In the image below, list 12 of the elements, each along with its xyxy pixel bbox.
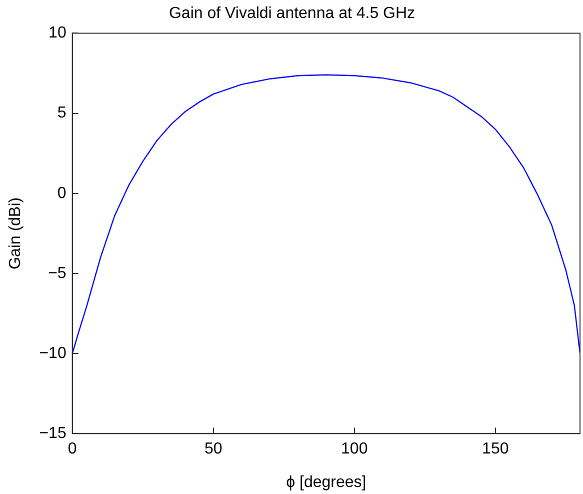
x-tick-label: 100 <box>341 440 368 458</box>
chart-title: Gain of Vivaldi antenna at 4.5 GHz <box>168 5 416 22</box>
y-tick-label: −5 <box>48 264 66 282</box>
y-tick-label: −15 <box>39 425 66 442</box>
x-axis-title: ϕ [degrees] <box>286 474 366 491</box>
y-tick-label: 5 <box>57 104 66 122</box>
x-tick-label: 50 <box>204 440 222 458</box>
y-tick-label: 10 <box>48 24 66 42</box>
y-tick-label: −10 <box>39 344 66 362</box>
x-tick-label: 150 <box>482 440 509 458</box>
y-axis-title: Gain (dBi) <box>7 197 24 270</box>
y-tick-label: 0 <box>57 184 66 202</box>
